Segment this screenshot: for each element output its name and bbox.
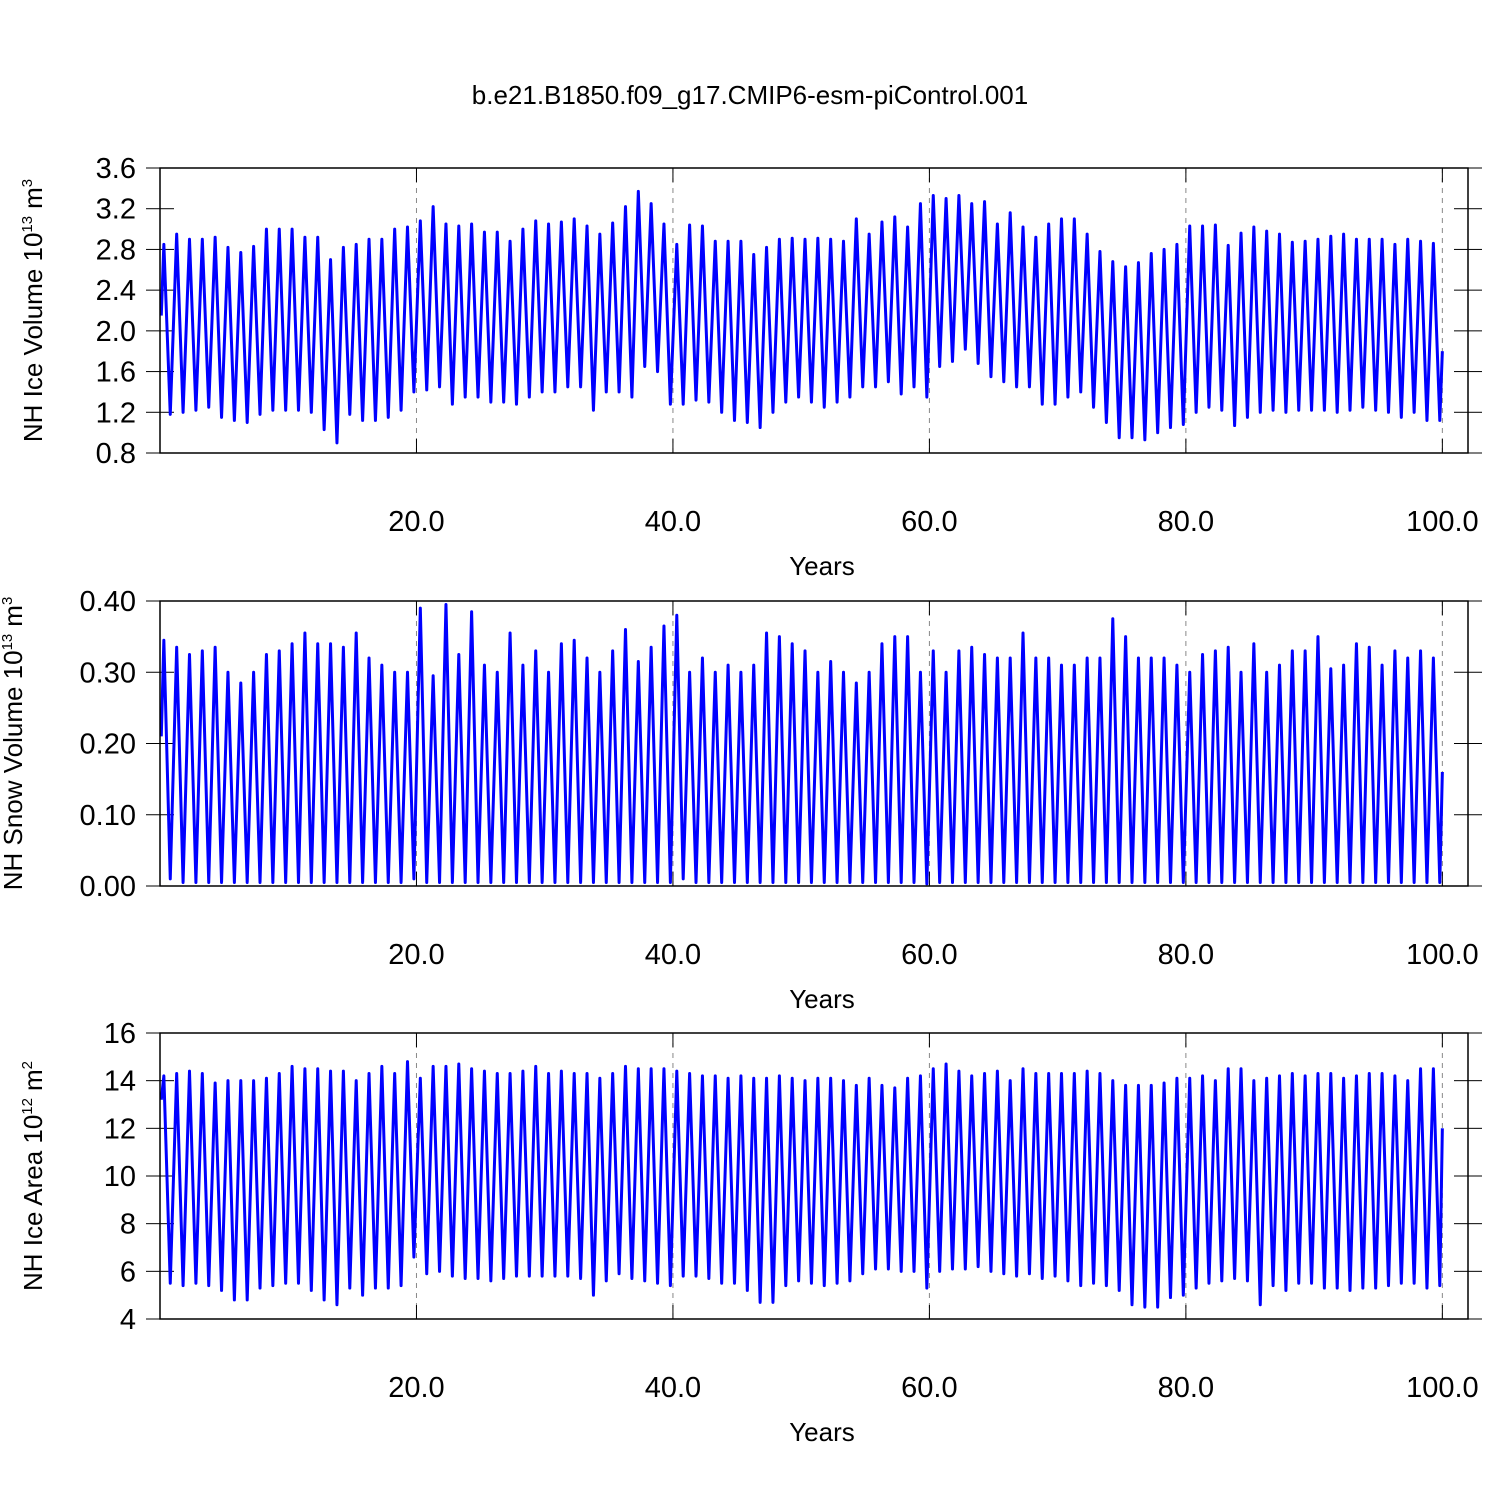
x-axis-label: Years [789, 984, 855, 1014]
plot-frame [159, 600, 1469, 887]
chart-title: b.e21.B1850.f09_g17.CMIP6-esm-piControl.… [472, 80, 1028, 110]
x-tick-label: 100.0 [1406, 1372, 1479, 1404]
y-tick-label: 0.8 [96, 438, 136, 470]
x-axis-label: Years [789, 1417, 855, 1447]
x-tick-label: 40.0 [645, 939, 701, 971]
y-axis-label-unit-exponent: 3 [19, 179, 36, 187]
x-tick-label: 20.0 [388, 506, 444, 538]
y-axis-label-exponent: 13 [0, 634, 16, 651]
x-tick-label: 20.0 [388, 1372, 444, 1404]
y-tick-label: 0.30 [80, 657, 136, 689]
x-tick-label: 100.0 [1406, 939, 1479, 971]
y-axis-label-text: NH Snow Volume 10 [0, 650, 28, 890]
y-axis-label: NH Ice Volume 1013 m3 [18, 179, 48, 442]
y-axis-label-unit: m [18, 187, 48, 209]
y-tick-label: 6 [120, 1256, 136, 1288]
data-line [159, 189, 1444, 445]
y-tick-label: 0.00 [80, 871, 136, 903]
y-tick-label: 3.6 [96, 153, 136, 185]
data-line [159, 603, 1444, 886]
x-tick-label: 60.0 [901, 939, 957, 971]
x-tick-label: 100.0 [1406, 506, 1479, 538]
y-axis-label: NH Ice Area 1012 m2 [18, 1061, 48, 1291]
y-axis-label-unit: m [18, 1069, 48, 1091]
y-tick-label: 2.8 [96, 234, 136, 266]
y-axis-label-exponent: 13 [19, 216, 36, 233]
y-axis-label-text: NH Ice Area 10 [18, 1115, 48, 1291]
y-axis-label-unit: m [0, 605, 28, 627]
y-tick-label: 3.2 [96, 194, 136, 226]
y-axis-label: NH Snow Volume 1013 m3 [0, 597, 28, 891]
y-tick-label: 0.40 [80, 586, 136, 618]
y-axis-label-unit-exponent: 3 [0, 597, 16, 605]
y-tick-label: 2.4 [96, 275, 136, 307]
y-axis-label-unit-exponent: 2 [19, 1061, 36, 1069]
x-tick-label: 80.0 [1158, 506, 1214, 538]
y-tick-label: 0.20 [80, 729, 136, 761]
x-tick-label: 60.0 [901, 506, 957, 538]
y-tick-label: 1.2 [96, 397, 136, 429]
y-tick-label: 2.0 [96, 316, 136, 348]
x-tick-label: 20.0 [388, 939, 444, 971]
y-tick-label: 1.6 [96, 357, 136, 389]
y-tick-label: 8 [120, 1209, 136, 1241]
x-tick-label: 40.0 [645, 1372, 701, 1404]
y-axis-label-exponent: 12 [19, 1098, 36, 1115]
y-tick-label: 16 [104, 1018, 136, 1050]
x-tick-label: 60.0 [901, 1372, 957, 1404]
y-tick-label: 10 [104, 1161, 136, 1193]
x-axis-label: Years [789, 551, 855, 581]
plot-frame [159, 167, 1469, 454]
y-tick-label: 0.10 [80, 800, 136, 832]
y-axis-label-text: NH Ice Volume 10 [18, 233, 48, 443]
y-tick-label: 14 [104, 1066, 136, 1098]
x-tick-label: 40.0 [645, 506, 701, 538]
x-tick-label: 80.0 [1158, 1372, 1214, 1404]
plot-frame [159, 1032, 1469, 1320]
y-tick-label: 4 [120, 1304, 136, 1336]
data-line [159, 1060, 1444, 1309]
x-tick-label: 80.0 [1158, 939, 1214, 971]
y-tick-label: 12 [104, 1113, 136, 1145]
